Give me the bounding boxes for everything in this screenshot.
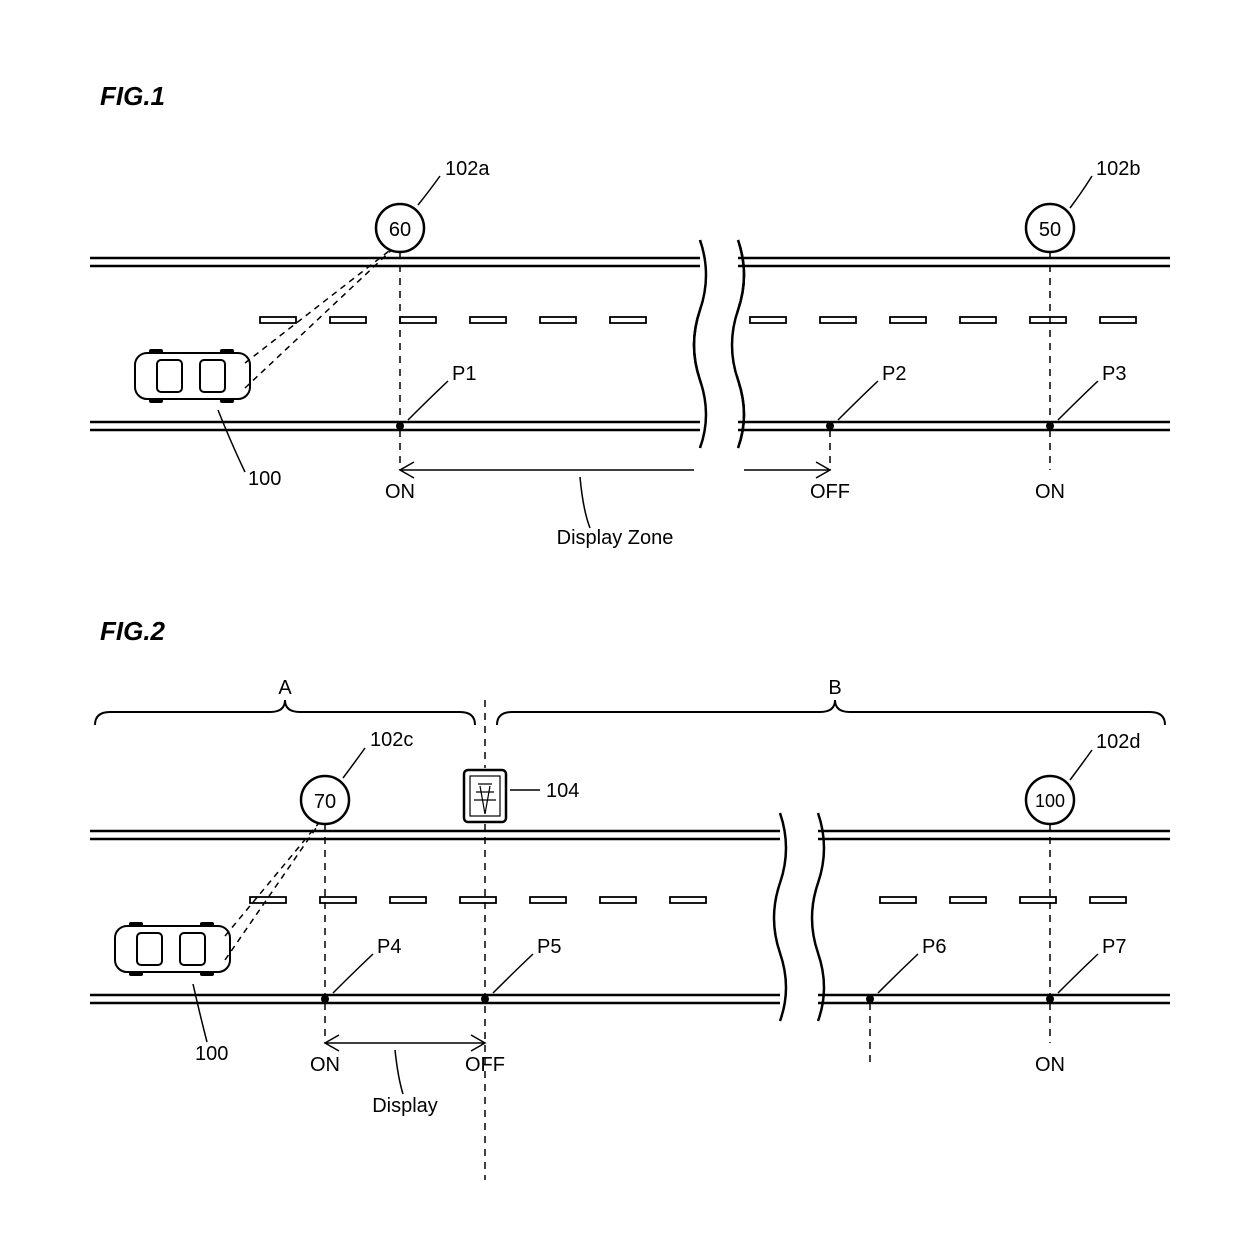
fig2-break <box>774 812 824 1022</box>
fig1-sign-b: 50 102b <box>1026 158 1141 252</box>
fig1-car-leader <box>218 410 245 472</box>
svg-text:ON: ON <box>1035 481 1065 503</box>
fig2-region-b-brace: B <box>497 677 1165 725</box>
svg-text:50: 50 <box>1039 219 1061 241</box>
svg-text:P6: P6 <box>922 936 946 958</box>
fig2-car-leader <box>193 984 207 1042</box>
svg-text:102c: 102c <box>370 729 413 751</box>
fig2-region-a-brace: A <box>95 677 475 725</box>
svg-text:P3: P3 <box>1102 363 1126 385</box>
fig2-sign-c: 70 102c <box>301 729 413 824</box>
fig2-highway-sign: 104 <box>464 770 579 822</box>
svg-text:P5: P5 <box>537 936 561 958</box>
svg-text:ON: ON <box>1035 1054 1065 1076</box>
svg-text:P2: P2 <box>882 363 906 385</box>
fig2-road <box>90 831 1170 1003</box>
svg-text:102a: 102a <box>445 158 490 180</box>
svg-text:Display: Display <box>372 1095 438 1117</box>
svg-text:104: 104 <box>546 780 579 802</box>
diagram-canvas: FIG.1 100 60 10 <box>0 0 1240 1256</box>
svg-text:100: 100 <box>1035 791 1065 811</box>
svg-text:102b: 102b <box>1096 158 1141 180</box>
fig2-car-ref: 100 <box>195 1043 228 1065</box>
fig1-p3: P3 ON <box>1035 363 1126 503</box>
svg-text:Display Zone: Display Zone <box>557 527 674 549</box>
fig1-road <box>90 258 1170 430</box>
svg-text:ON: ON <box>310 1054 340 1076</box>
fig1-zone-arrow: Display Zone <box>400 462 830 549</box>
fig1-title: FIG.1 <box>100 81 165 111</box>
svg-text:OFF: OFF <box>465 1054 505 1076</box>
svg-text:P1: P1 <box>452 363 476 385</box>
svg-text:P4: P4 <box>377 936 401 958</box>
fig1-sign-a: 60 102a <box>376 158 490 252</box>
svg-text:P7: P7 <box>1102 936 1126 958</box>
fig1-p1: P1 ON <box>385 363 476 503</box>
svg-text:60: 60 <box>389 219 411 241</box>
svg-text:ON: ON <box>385 481 415 503</box>
fig1-car <box>135 349 250 403</box>
fig2-p5: P5 OFF <box>465 936 561 1076</box>
fig1-sightline <box>245 244 398 363</box>
fig1-break <box>694 238 744 450</box>
fig2-sign-d: 100 102d <box>1026 731 1141 824</box>
fig1-car-ref: 100 <box>248 468 281 490</box>
fig2-zone-arrow: Display <box>325 1035 485 1117</box>
svg-text:A: A <box>278 677 292 699</box>
fig2-p4: P4 ON <box>310 936 401 1076</box>
fig2-car <box>115 922 230 976</box>
fig2-lane-dashes <box>250 897 1126 903</box>
svg-text:OFF: OFF <box>810 481 850 503</box>
fig2-sightline <box>225 818 323 936</box>
fig2-p6: P6 <box>866 936 946 1063</box>
svg-text:B: B <box>828 677 841 699</box>
fig1-p2: P2 OFF <box>810 363 906 503</box>
fig2-p7: P7 ON <box>1035 936 1126 1076</box>
svg-text:102d: 102d <box>1096 731 1141 753</box>
fig2-title: FIG.2 <box>100 616 166 646</box>
svg-text:70: 70 <box>314 791 336 813</box>
